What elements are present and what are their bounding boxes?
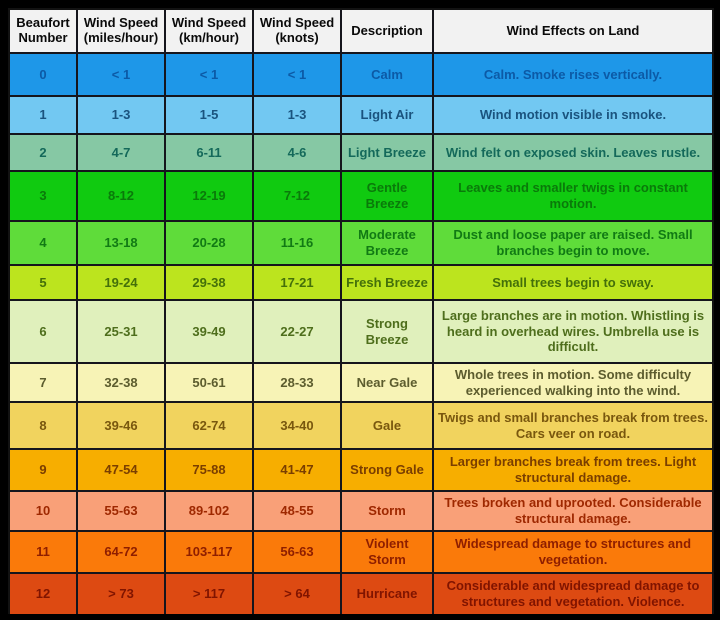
- wind-speed-knots-cell: 34-40: [252, 403, 340, 448]
- wind-speed-mph-cell: 25-31: [76, 301, 164, 362]
- wind-effects-cell: Leaves and smaller twigs in constant mot…: [432, 172, 712, 220]
- column-header-description: Description: [340, 10, 432, 52]
- column-header-beaufort-number: Beaufort Number: [16, 15, 70, 45]
- wind-speed-knots-cell: 1-3: [252, 97, 340, 133]
- wind-speed-knots-cell: 41-47: [252, 450, 340, 490]
- wind-speed-kmh-cell: < 1: [164, 54, 252, 95]
- wind-speed-mph-cell: 64-72: [76, 532, 164, 572]
- wind-speed-kmh-cell: 89-102: [164, 492, 252, 530]
- wind-speed-mph-cell: 8-12: [76, 172, 164, 220]
- beaufort-number-cell: 0: [39, 66, 47, 82]
- wind-speed-knots-cell: 48-55: [252, 492, 340, 530]
- wind-speed-kmh-cell: 20-28: [164, 222, 252, 264]
- wind-speed-mph-cell: 47-54: [76, 450, 164, 490]
- wind-speed-mph-cell: 32-38: [76, 364, 164, 401]
- wind-speed-kmh-cell: 6-11: [164, 135, 252, 170]
- wind-speed-kmh-cell: 50-61: [164, 364, 252, 401]
- wind-effects-cell: Wind felt on exposed skin. Leaves rustle…: [432, 135, 712, 170]
- description-cell: Storm: [340, 492, 432, 530]
- table-row: 10 55-63 89-102 48-55 Storm Trees broken…: [10, 490, 712, 530]
- beaufort-number-cell: 6: [39, 323, 47, 339]
- wind-effects-cell: Wind motion visible in smoke.: [432, 97, 712, 133]
- column-header-wind-effects: Wind Effects on Land: [432, 10, 712, 52]
- table-row: 3 8-12 12-19 7-12 Gentle Breeze Leaves a…: [10, 170, 712, 220]
- beaufort-number-cell: 12: [35, 586, 51, 602]
- wind-speed-mph-cell: 55-63: [76, 492, 164, 530]
- wind-speed-kmh-cell: 39-49: [164, 301, 252, 362]
- description-cell: Fresh Breeze: [340, 266, 432, 299]
- table-row: 12 > 73 > 117 > 64 Hurricane Considerabl…: [10, 572, 712, 614]
- description-cell: Strong Gale: [340, 450, 432, 490]
- wind-effects-cell: Widespread damage to structures and vege…: [432, 532, 712, 572]
- beaufort-number-cell: 10: [35, 503, 51, 519]
- beaufort-number-cell: 4: [39, 235, 47, 251]
- wind-speed-kmh-cell: 75-88: [164, 450, 252, 490]
- beaufort-number-cell: 1: [39, 107, 47, 123]
- wind-speed-mph-cell: > 73: [76, 574, 164, 614]
- description-cell: Violent Storm: [340, 532, 432, 572]
- wind-speed-kmh-cell: 12-19: [164, 172, 252, 220]
- table-row: 9 47-54 75-88 41-47 Strong Gale Larger b…: [10, 448, 712, 490]
- description-cell: Gale: [340, 403, 432, 448]
- wind-speed-mph-cell: 39-46: [76, 403, 164, 448]
- table-row: 7 32-38 50-61 28-33 Near Gale Whole tree…: [10, 362, 712, 401]
- wind-effects-cell: Considerable and widespread damage to st…: [432, 574, 712, 614]
- description-cell: Gentle Breeze: [340, 172, 432, 220]
- wind-speed-kmh-cell: 29-38: [164, 266, 252, 299]
- wind-speed-mph-cell: 4-7: [76, 135, 164, 170]
- table-row: 2 4-7 6-11 4-6 Light Breeze Wind felt on…: [10, 133, 712, 170]
- beaufort-scale-table: Beaufort Number Wind Speed (miles/hour) …: [8, 8, 714, 614]
- wind-effects-cell: Large branches are in motion. Whistling …: [432, 301, 712, 362]
- description-cell: Near Gale: [340, 364, 432, 401]
- table-row: 11 64-72 103-117 56-63 Violent Storm Wid…: [10, 530, 712, 572]
- table-row: 5 19-24 29-38 17-21 Fresh Breeze Small t…: [10, 264, 712, 299]
- column-header-wind-speed-kmh: Wind Speed (km/hour): [164, 10, 252, 52]
- wind-effects-cell: Dust and loose paper are raised. Small b…: [432, 222, 712, 264]
- column-header-wind-speed-knots: Wind Speed (knots): [252, 10, 340, 52]
- beaufort-number-cell: 8: [39, 417, 47, 433]
- beaufort-number-cell: 2: [39, 144, 47, 160]
- wind-speed-mph-cell: 13-18: [76, 222, 164, 264]
- description-cell: Calm: [340, 54, 432, 95]
- wind-effects-cell: Larger branches break from trees. Light …: [432, 450, 712, 490]
- wind-speed-knots-cell: 4-6: [252, 135, 340, 170]
- wind-speed-knots-cell: < 1: [252, 54, 340, 95]
- wind-speed-knots-cell: 56-63: [252, 532, 340, 572]
- table-row: 8 39-46 62-74 34-40 Gale Twigs and small…: [10, 401, 712, 448]
- wind-speed-knots-cell: > 64: [252, 574, 340, 614]
- description-cell: Strong Breeze: [340, 301, 432, 362]
- wind-speed-knots-cell: 17-21: [252, 266, 340, 299]
- wind-speed-knots-cell: 28-33: [252, 364, 340, 401]
- beaufort-number-cell: 5: [39, 274, 47, 290]
- wind-effects-cell: Trees broken and uprooted. Considerable …: [432, 492, 712, 530]
- wind-speed-knots-cell: 7-12: [252, 172, 340, 220]
- wind-speed-mph-cell: < 1: [76, 54, 164, 95]
- table-row: 1 1-3 1-5 1-3 Light Air Wind motion visi…: [10, 95, 712, 133]
- wind-speed-kmh-cell: 103-117: [164, 532, 252, 572]
- column-header-wind-speed-mph: Wind Speed (miles/hour): [76, 10, 164, 52]
- table-row: 6 25-31 39-49 22-27 Strong Breeze Large …: [10, 299, 712, 362]
- table-row: 4 13-18 20-28 11-16 Moderate Breeze Dust…: [10, 220, 712, 264]
- wind-speed-mph-cell: 1-3: [76, 97, 164, 133]
- wind-speed-knots-cell: 22-27: [252, 301, 340, 362]
- table-row: 0 < 1 < 1 < 1 Calm Calm. Smoke rises ver…: [10, 52, 712, 95]
- wind-speed-mph-cell: 19-24: [76, 266, 164, 299]
- wind-effects-cell: Calm. Smoke rises vertically.: [432, 54, 712, 95]
- beaufort-number-cell: 3: [39, 188, 47, 204]
- wind-speed-knots-cell: 11-16: [252, 222, 340, 264]
- beaufort-number-cell: 7: [39, 374, 47, 390]
- wind-speed-kmh-cell: 1-5: [164, 97, 252, 133]
- table-header-row: Beaufort Number Wind Speed (miles/hour) …: [10, 10, 712, 52]
- wind-speed-kmh-cell: > 117: [164, 574, 252, 614]
- beaufort-number-cell: 11: [36, 544, 50, 560]
- description-cell: Moderate Breeze: [340, 222, 432, 264]
- wind-effects-cell: Twigs and small branches break from tree…: [432, 403, 712, 448]
- description-cell: Light Breeze: [340, 135, 432, 170]
- description-cell: Hurricane: [340, 574, 432, 614]
- wind-effects-cell: Whole trees in motion. Some difficulty e…: [432, 364, 712, 401]
- wind-effects-cell: Small trees begin to sway.: [432, 266, 712, 299]
- wind-speed-kmh-cell: 62-74: [164, 403, 252, 448]
- beaufort-number-cell: 9: [39, 462, 47, 478]
- description-cell: Light Air: [340, 97, 432, 133]
